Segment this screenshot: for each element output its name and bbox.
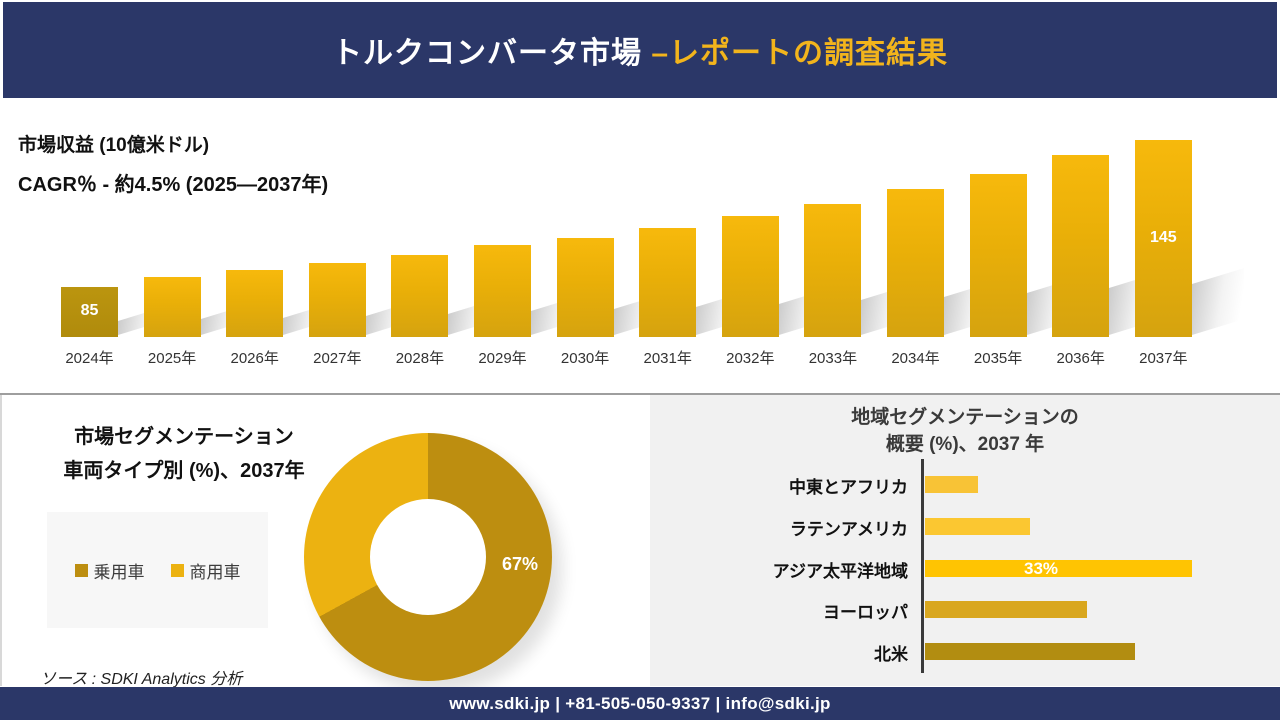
regional-title-line1: 地域セグメンテーションの bbox=[851, 407, 1079, 428]
year-axis-label: 2029年 bbox=[478, 350, 527, 367]
cagr-label: CAGR％ - 約4.5% (2025―2037年) bbox=[18, 174, 329, 196]
footer-banner: www.sdki.jp | +81-505-050-9337 | info@sd… bbox=[0, 687, 1280, 720]
year-axis-label: 2024年 bbox=[65, 350, 114, 367]
regional-bar-0 bbox=[925, 476, 978, 493]
segmentation-legend: 乗用車 商用車 bbox=[47, 512, 268, 628]
regional-bar-1 bbox=[925, 517, 1030, 535]
page-title-market: トルクコンバータ市場 bbox=[331, 37, 652, 70]
header-banner: トルクコンバータ市場 –レポートの調査結果 bbox=[3, 2, 1277, 98]
year-axis-label: 2025年 bbox=[147, 350, 197, 367]
revenue-bar-2037年 bbox=[1134, 140, 1192, 337]
year-axis-label: 2036年 bbox=[1056, 350, 1105, 367]
year-axis-label: 2035年 bbox=[973, 350, 1023, 367]
regional-bar-4 bbox=[925, 643, 1135, 661]
vehicle-type-donut-chart bbox=[304, 433, 552, 681]
year-axis-label: 2030年 bbox=[560, 350, 610, 367]
regional-title-line2: 概要 (%)、2037 年 bbox=[885, 434, 1045, 455]
revenue-bar-2033年 bbox=[804, 203, 862, 337]
revenue-bar-value-label: 145 bbox=[1149, 228, 1177, 246]
year-axis-label: 2031年 bbox=[643, 350, 692, 367]
segmentation-title-line2: 車両タイプ別 (%)、2037年 bbox=[63, 460, 305, 482]
legend-item-commercial: 商用車 bbox=[170, 558, 241, 583]
revenue-bar-2036年 bbox=[1052, 154, 1110, 337]
regional-bar-2: 33% bbox=[925, 558, 1192, 578]
donut-hole bbox=[370, 499, 486, 615]
year-axis-label: 2028年 bbox=[395, 350, 445, 367]
year-axis-label: 2027年 bbox=[313, 350, 362, 367]
segmentation-title-line1: 市場セグメンテーション bbox=[74, 426, 294, 448]
donut-passenger-share-label: 67% bbox=[501, 554, 539, 574]
regional-bar-value-label: 33% bbox=[1023, 558, 1059, 578]
source-note: ソース : SDKI Analytics 分析 bbox=[40, 671, 243, 688]
revenue-bar-2031年 bbox=[639, 228, 697, 337]
year-axis-label: 2026年 bbox=[230, 350, 279, 367]
revenue-bar-2034年 bbox=[887, 189, 944, 337]
page-title: トルクコンバータ市場 –レポートの調査結果 bbox=[332, 28, 948, 72]
year-axis-label: 2037年 bbox=[1139, 350, 1188, 367]
regional-category-axis bbox=[921, 459, 924, 673]
legend-item-label: 乗用車 bbox=[93, 562, 145, 582]
page-title-report: –レポートの調査結果 bbox=[651, 37, 949, 70]
section-divider bbox=[0, 393, 1280, 395]
revenue-bar-2028年 bbox=[391, 255, 449, 337]
legend-item-label: 商用車 bbox=[189, 562, 241, 582]
revenue-bar-2027年 bbox=[308, 262, 366, 337]
revenue-bar-2030年 bbox=[556, 238, 614, 337]
year-axis-label: 2034年 bbox=[891, 350, 940, 367]
revenue-bar-value-label: 85 bbox=[80, 302, 99, 319]
revenue-metric-label: 市場収益 (10億米ドル) bbox=[18, 135, 210, 156]
regional-category-label: 中東とアフリカ bbox=[789, 478, 908, 497]
revenue-bar-2025年 bbox=[143, 277, 201, 337]
year-axis-label: 2032年 bbox=[726, 350, 775, 367]
regional-category-label: 北米 bbox=[874, 645, 908, 665]
regional-panel bbox=[650, 395, 1280, 686]
legend-item-passenger: 乗用車 bbox=[74, 558, 145, 583]
year-axis-label: 2033年 bbox=[808, 350, 858, 367]
legend-swatch-icon bbox=[170, 563, 184, 577]
regional-category-label: ヨーロッパ bbox=[823, 603, 908, 623]
regional-bar-3 bbox=[925, 601, 1087, 619]
revenue-bar-2029年 bbox=[474, 245, 531, 337]
regional-category-label: アジア太平洋地域 bbox=[772, 561, 908, 581]
revenue-bar-2024年 bbox=[61, 287, 118, 337]
legend-swatch-icon bbox=[74, 563, 88, 577]
revenue-bar-2035年 bbox=[969, 174, 1027, 337]
revenue-bar-2026年 bbox=[226, 269, 284, 337]
footer-contact: www.sdki.jp | +81-505-050-9337 | info@sd… bbox=[449, 693, 831, 713]
regional-category-label: ラテンアメリカ bbox=[789, 519, 908, 539]
revenue-bar-2032年 bbox=[721, 215, 779, 337]
